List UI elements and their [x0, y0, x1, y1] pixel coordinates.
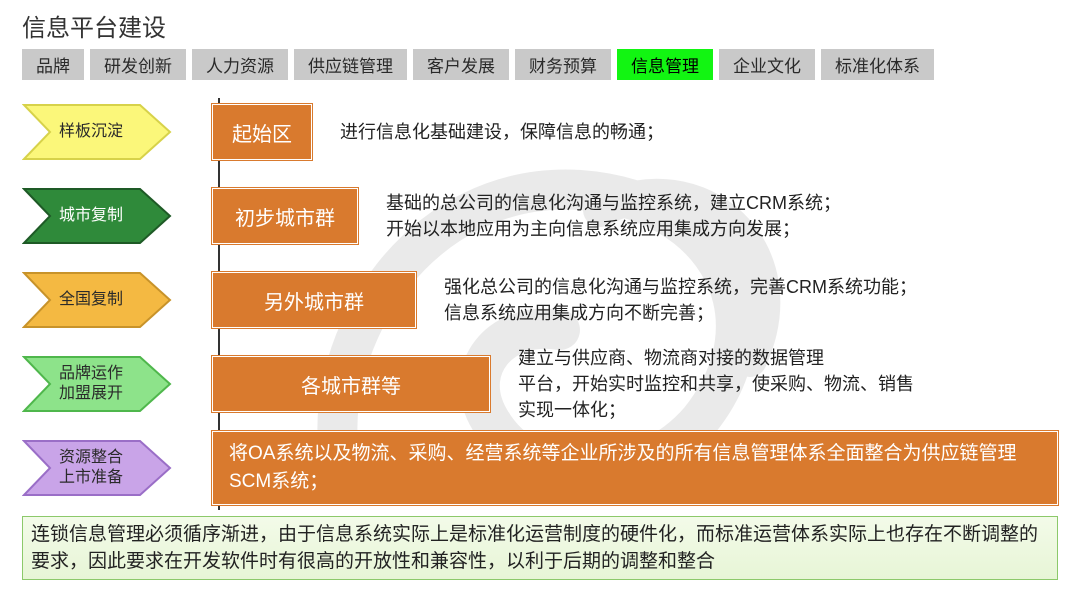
tab-3[interactable]: 供应链管理: [294, 49, 407, 80]
phase-label: 资源整合 上市准备: [36, 439, 146, 497]
phase-chevron: 城市复制: [22, 187, 172, 245]
tab-1[interactable]: 研发创新: [90, 49, 186, 80]
tab-6[interactable]: 信息管理: [617, 49, 713, 80]
tab-8[interactable]: 标准化体系: [821, 49, 934, 80]
stage-description: 强化总公司的信息化沟通与监控系统，完善CRM系统功能； 信息系统应用集成方向不断…: [416, 274, 1058, 326]
stage-row-1: 样板沉淀 起始区进行信息化基础建设，保障信息的畅通；: [22, 90, 1058, 174]
stage-wide-description: 将OA系统以及物流、采购、经营系统等企业所涉及的所有信息管理体系全面整合为供应链…: [212, 431, 1058, 505]
stage-description: 建立与供应商、物流商对接的数据管理 平台，开始实时监控和共享，使采购、物流、销售…: [490, 345, 1058, 423]
page-title: 信息平台建设: [0, 0, 1080, 49]
tab-4[interactable]: 客户发展: [413, 49, 509, 80]
stage-row-3: 全国复制 另外城市群强化总公司的信息化沟通与监控系统，完善CRM系统功能； 信息系…: [22, 258, 1058, 342]
stage-box: 各城市群等: [212, 356, 490, 412]
tab-bar: 品牌研发创新人力资源供应链管理客户发展财务预算信息管理企业文化标准化体系: [0, 49, 1080, 86]
phase-chevron: 品牌运作 加盟展开: [22, 355, 172, 413]
stage-description: 基础的总公司的信息化沟通与监控系统，建立CRM系统； 开始以本地应用为主向信息系…: [358, 190, 1058, 242]
phase-label: 城市复制: [36, 187, 146, 245]
stage-box: 初步城市群: [212, 188, 358, 244]
phase-chevron: 资源整合 上市准备: [22, 439, 172, 497]
phase-chevron: 全国复制: [22, 271, 172, 329]
tab-2[interactable]: 人力资源: [192, 49, 288, 80]
phase-chevron: 样板沉淀: [22, 103, 172, 161]
stage-box: 另外城市群: [212, 272, 416, 328]
phase-label: 品牌运作 加盟展开: [36, 355, 146, 413]
stage-row-2: 城市复制 初步城市群基础的总公司的信息化沟通与监控系统，建立CRM系统； 开始以本…: [22, 174, 1058, 258]
tab-7[interactable]: 企业文化: [719, 49, 815, 80]
bottom-note: 连锁信息管理必须循序渐进，由于信息系统实际上是标准化运营制度的硬件化，而标准运营…: [22, 516, 1058, 580]
stage-box: 起始区: [212, 104, 312, 160]
tab-0[interactable]: 品牌: [22, 49, 84, 80]
phase-label: 全国复制: [36, 271, 146, 329]
phase-label: 样板沉淀: [36, 103, 146, 161]
diagram-content: 样板沉淀 起始区进行信息化基础建设，保障信息的畅通； 城市复制 初步城市群基础的总公…: [22, 90, 1058, 510]
stage-row-5: 资源整合 上市准备 将OA系统以及物流、采购、经营系统等企业所涉及的所有信息管理体…: [22, 426, 1058, 510]
tab-5[interactable]: 财务预算: [515, 49, 611, 80]
stage-row-4: 品牌运作 加盟展开 各城市群等建立与供应商、物流商对接的数据管理 平台，开始实时监…: [22, 342, 1058, 426]
stage-description: 进行信息化基础建设，保障信息的畅通；: [312, 119, 1058, 145]
